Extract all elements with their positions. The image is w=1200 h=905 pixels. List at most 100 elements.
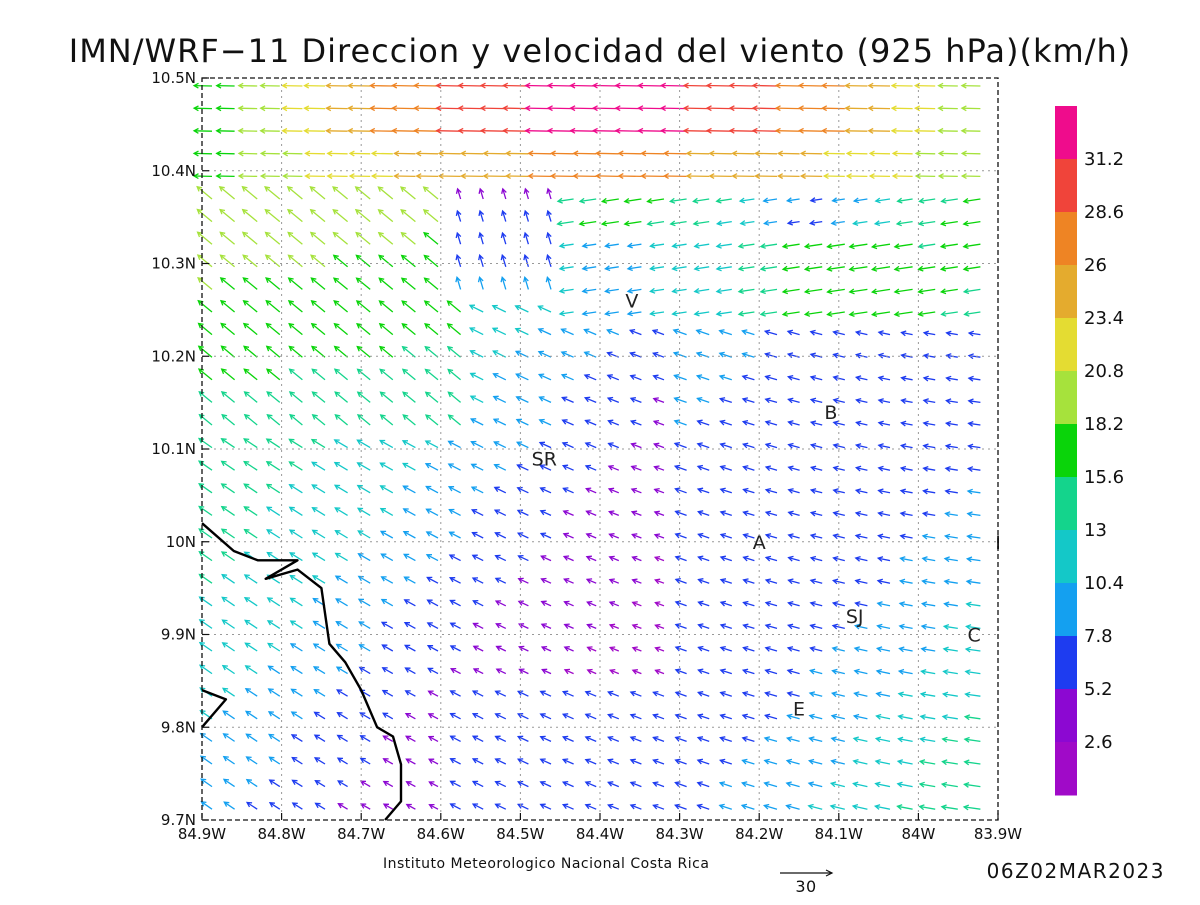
wind-vector: [426, 464, 438, 471]
wind-vector: [239, 174, 257, 179]
wind-vector: [471, 396, 483, 402]
wind-vector: [384, 759, 393, 764]
wind-vector: [761, 244, 777, 249]
wind-vector: [336, 576, 348, 583]
wind-vector: [221, 301, 235, 312]
wind-vector: [404, 509, 416, 516]
wind-vector: [610, 647, 619, 651]
wind-vector: [496, 781, 506, 786]
wind-vector: [919, 266, 936, 271]
colorbar-label: 20.8: [1084, 361, 1124, 382]
wind-vector: [220, 232, 234, 244]
wind-vector: [764, 221, 777, 226]
wind-vector: [448, 370, 460, 380]
wind-vector: [653, 782, 664, 787]
y-tick-label: 9.7N: [161, 811, 196, 829]
y-tick-label: 10.3N: [151, 255, 196, 273]
wind-vector: [326, 83, 347, 88]
wind-vector: [538, 306, 551, 312]
wind-vector: [456, 277, 461, 289]
wind-vector: [585, 375, 596, 380]
wind-vector: [563, 691, 573, 696]
wind-vector: [654, 443, 664, 448]
reference-vector-label: 30: [795, 877, 816, 896]
colorbar-label: 10.4: [1084, 573, 1124, 594]
wind-vector: [766, 579, 777, 584]
wind-vector: [639, 83, 665, 88]
wind-vector: [427, 577, 438, 583]
wind-vector: [459, 128, 483, 133]
wind-vector: [288, 233, 302, 245]
wind-vector: [456, 211, 461, 222]
wind-vector: [944, 670, 958, 675]
wind-vector: [290, 576, 302, 584]
wind-vector: [563, 443, 574, 448]
wind-vector: [853, 221, 867, 226]
wind-vector: [895, 244, 913, 249]
wind-vector: [470, 328, 483, 335]
wind-vector: [743, 647, 754, 652]
wind-vector: [632, 534, 641, 539]
wind-vector: [587, 602, 596, 607]
wind-vector: [587, 556, 596, 560]
wind-vector: [789, 489, 800, 494]
wind-vector: [361, 804, 370, 809]
wind-vector: [721, 443, 732, 448]
wind-vector: [675, 465, 686, 470]
wind-vector: [733, 174, 755, 179]
x-tick-label: 84.1W: [815, 825, 863, 843]
wind-vector: [969, 331, 980, 336]
wind-vector: [898, 737, 912, 742]
wind-vector: [494, 396, 506, 402]
wind-vector: [698, 556, 709, 561]
wind-vector: [267, 392, 280, 402]
wind-vector: [316, 803, 325, 809]
wind-vector: [518, 804, 528, 809]
wind-vector: [496, 624, 506, 629]
wind-vector: [947, 376, 958, 381]
wind-vector: [518, 510, 528, 515]
wind-vector: [853, 805, 867, 810]
wind-vector: [761, 289, 777, 294]
wind-vector: [370, 106, 392, 111]
wind-vector: [648, 221, 664, 226]
wind-vector: [919, 312, 936, 317]
wind-vector: [766, 398, 777, 403]
wind-vector: [313, 415, 325, 425]
wind-vector: [574, 174, 597, 179]
wind-vector: [518, 691, 528, 696]
wind-vector: [853, 782, 867, 787]
wind-vector: [856, 512, 867, 517]
wind-vector: [653, 805, 664, 810]
wind-vector: [892, 129, 913, 134]
wind-vector: [811, 398, 822, 403]
wind-vector: [334, 233, 348, 245]
wind-vector: [788, 602, 799, 607]
wind-vector: [584, 329, 596, 335]
wind-vector: [563, 759, 573, 764]
wind-vector: [403, 486, 415, 493]
wind-vector: [944, 625, 958, 630]
wind-vector: [405, 600, 416, 606]
wind-vector: [675, 443, 687, 448]
wind-vector: [676, 624, 687, 629]
wind-vector: [631, 375, 642, 380]
wind-vector: [381, 531, 393, 538]
wind-vector: [946, 444, 958, 449]
colorbar-label: 2.6: [1084, 732, 1113, 753]
wind-vector: [425, 347, 438, 358]
wind-vector: [312, 485, 325, 493]
wind-vector: [290, 485, 303, 493]
wind-vector: [547, 233, 552, 244]
wind-vector: [245, 415, 257, 425]
wind-vector: [494, 419, 506, 425]
wind-vector: [898, 760, 913, 765]
wind-vector: [194, 106, 212, 111]
wind-vector: [743, 737, 755, 742]
wind-vector: [676, 533, 687, 538]
wind-vector: [429, 691, 438, 696]
wind-vector: [856, 421, 867, 426]
wind-vector: [247, 757, 258, 764]
wind-vector: [380, 441, 393, 448]
wind-vector: [243, 278, 257, 289]
